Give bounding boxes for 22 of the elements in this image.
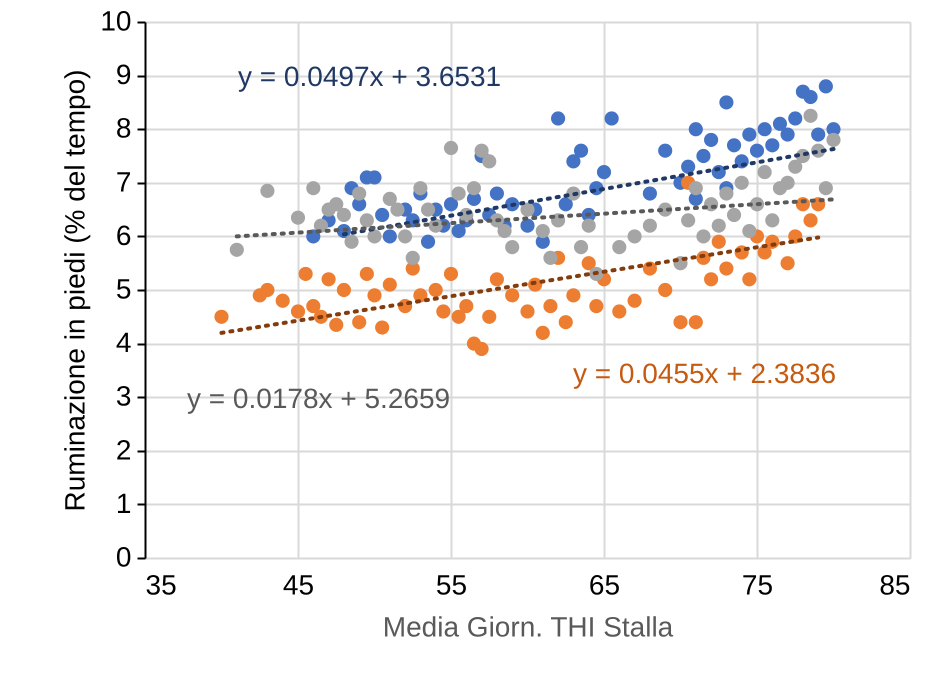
- y-tick-label: 7: [116, 166, 132, 198]
- y-tick-label: 5: [116, 274, 132, 304]
- x-tick-label: 65: [588, 570, 620, 600]
- y-tick-label: 1: [116, 488, 132, 519]
- x-tick-label: 55: [436, 570, 468, 600]
- x-tick-label: 85: [879, 570, 910, 600]
- y-tick-label: 3: [116, 380, 132, 412]
- y-axis-title: Ruminazione in piedi (% del tempo): [59, 70, 90, 512]
- annotation: y = 0.0178x + 5.2659: [187, 383, 450, 414]
- annotation: y = 0.0497x + 3.6531: [238, 61, 502, 92]
- y-tick-label: 0: [116, 542, 132, 572]
- x-tick-label: 45: [282, 570, 314, 600]
- y-tick-label: 9: [116, 59, 132, 90]
- x-tick-label: 35: [146, 570, 177, 600]
- y-tick-label: 6: [116, 220, 132, 251]
- y-tick-label: 8: [116, 112, 132, 144]
- annotation: y = 0.0455x + 2.3836: [573, 358, 836, 389]
- y-tick-label: 10: [100, 6, 132, 36]
- x-axis-title: Media Giorn. THI Stalla: [382, 612, 674, 642]
- y-tick-label: 4: [116, 327, 132, 358]
- x-tick-label: 75: [742, 570, 774, 600]
- y-tick-label: 2: [116, 434, 132, 466]
